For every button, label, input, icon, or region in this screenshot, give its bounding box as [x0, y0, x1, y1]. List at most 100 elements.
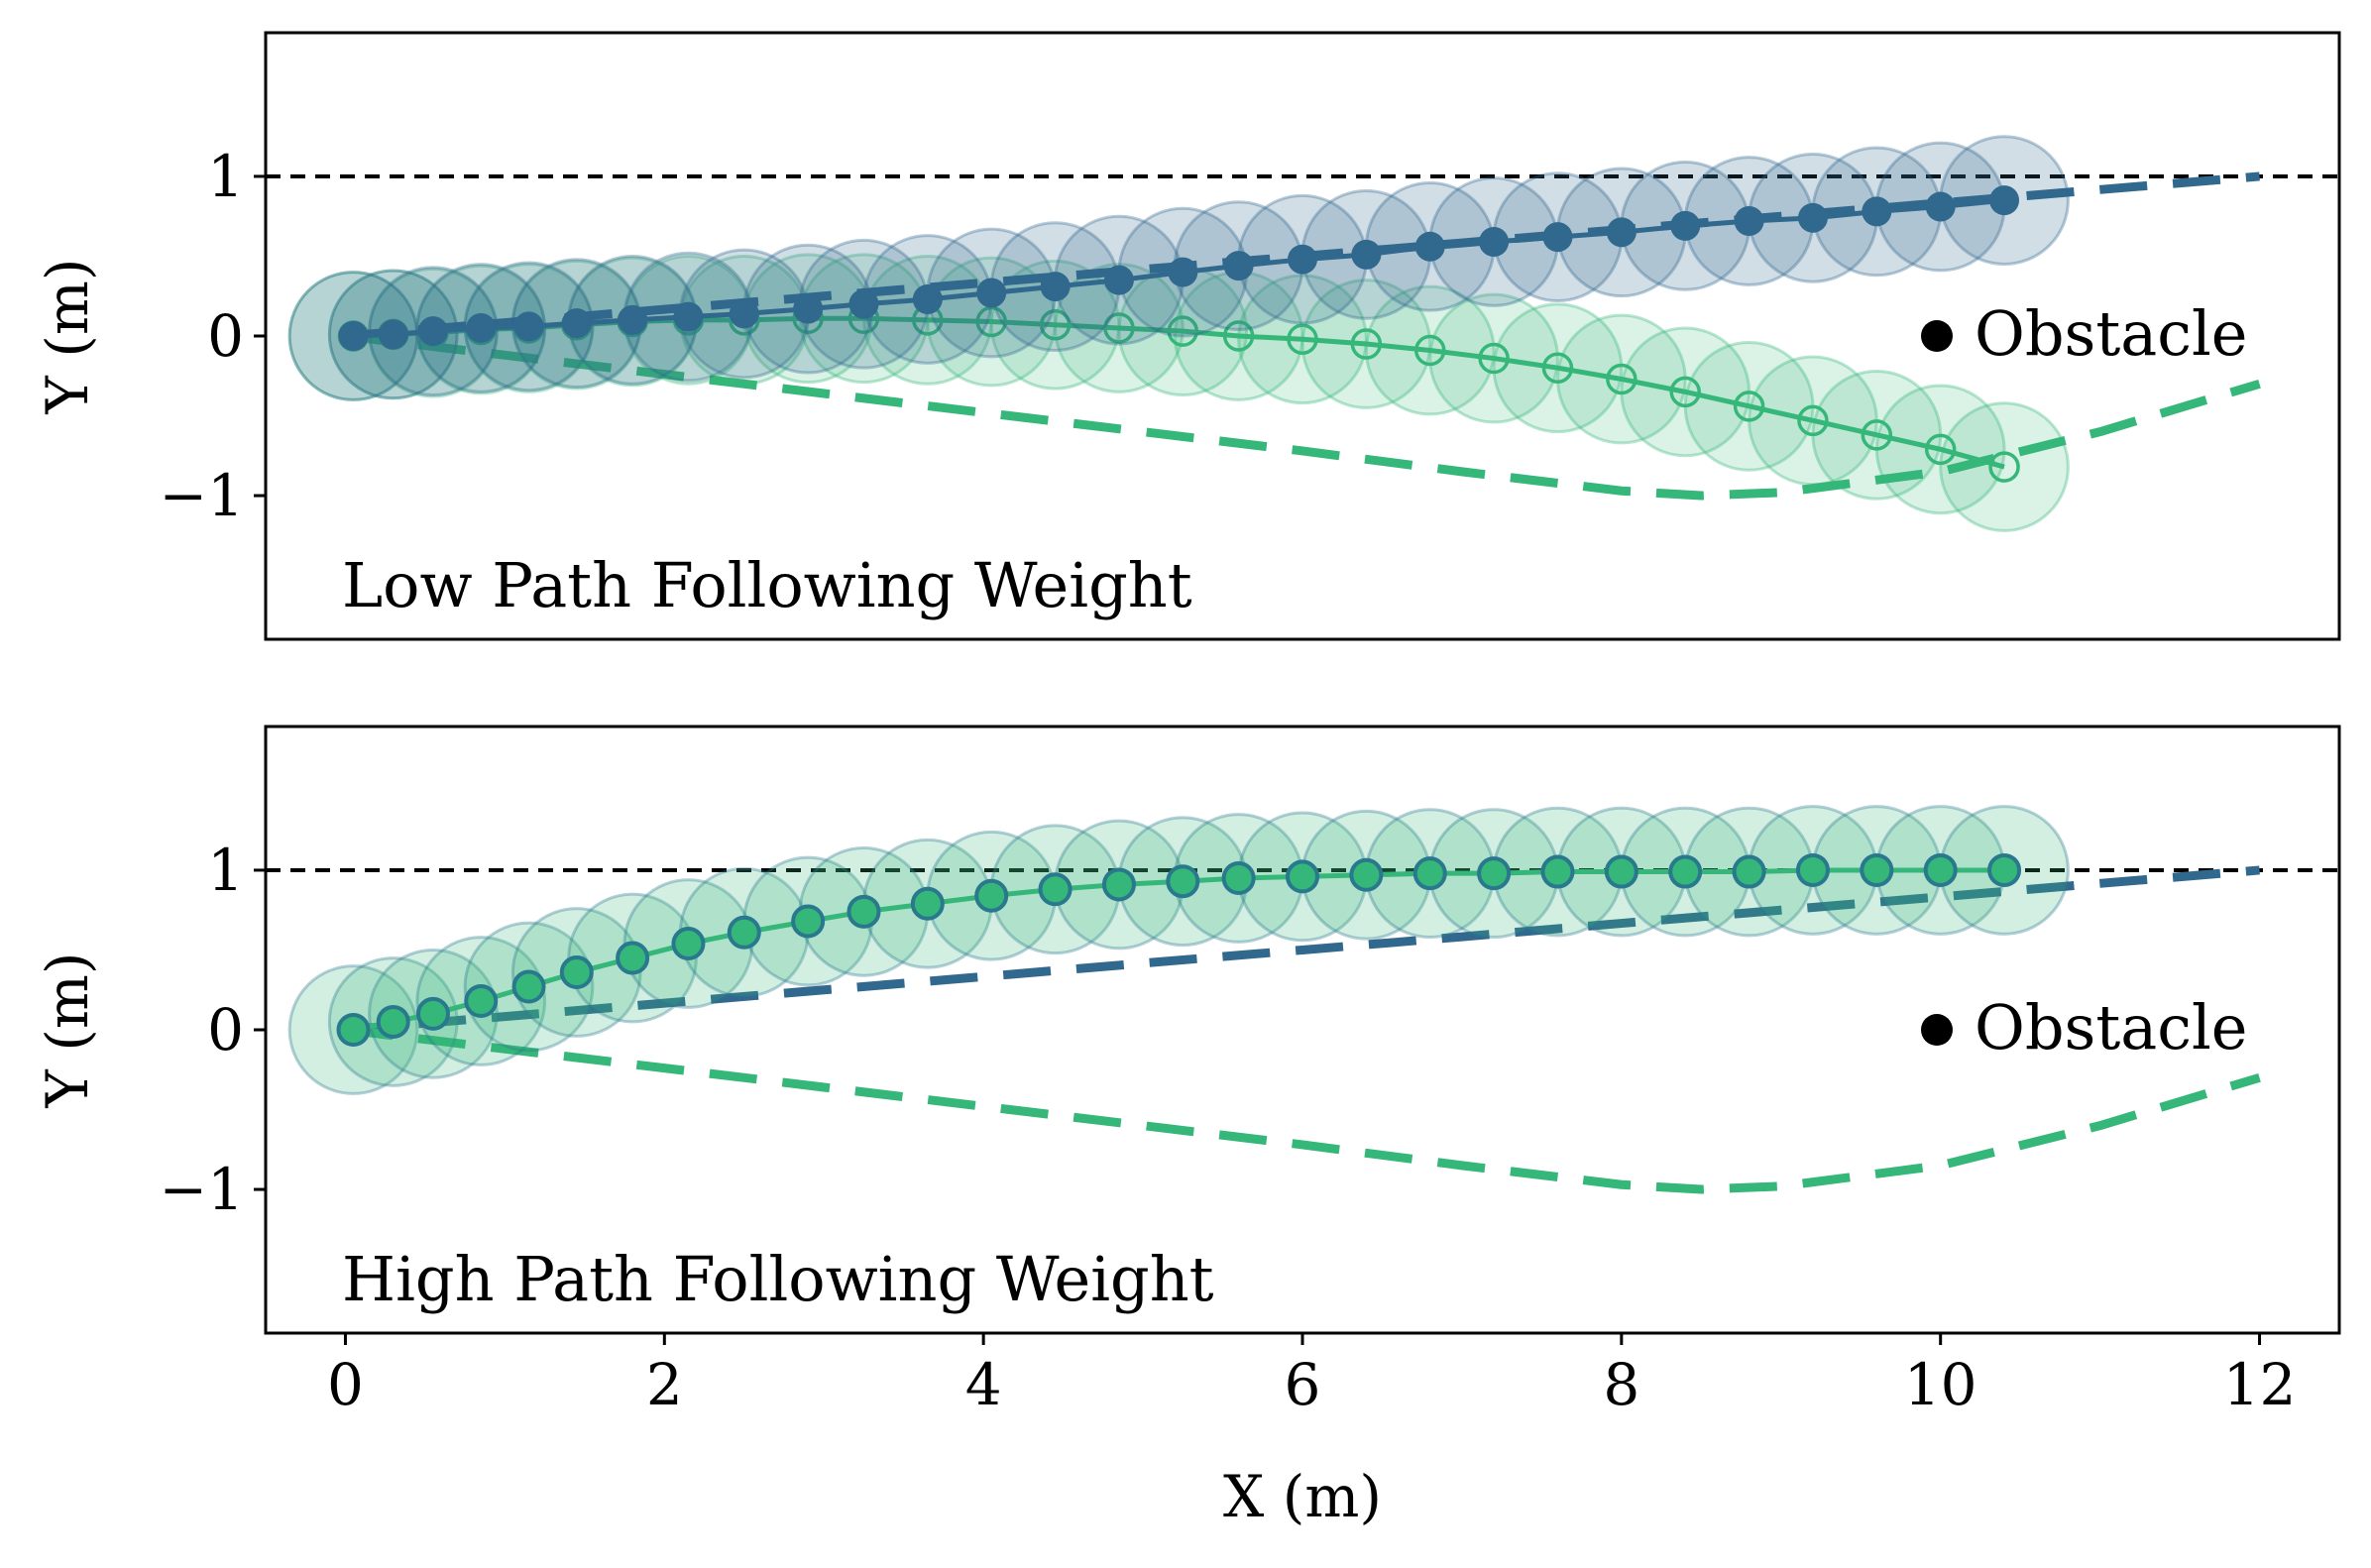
trajectory-point	[1669, 376, 1701, 408]
trajectory-point	[466, 312, 497, 343]
y-axis-label: Y (m)	[34, 952, 101, 1109]
trajectory-point	[616, 941, 650, 975]
trajectory-point	[1288, 244, 1317, 275]
trajectory-point	[559, 955, 594, 990]
trajectory-point	[673, 301, 704, 332]
trajectory-point	[376, 1004, 410, 1039]
trajectory-point	[729, 298, 759, 329]
trajectory-point	[848, 288, 879, 319]
trajectory-point	[1287, 323, 1318, 355]
trajectory-point	[1604, 854, 1638, 889]
trajectory-point	[1479, 226, 1510, 257]
trajectory-point	[1860, 852, 1894, 887]
trajectory-point	[1412, 856, 1447, 891]
trajectory-point	[1668, 854, 1703, 889]
trajectory-point	[1223, 251, 1254, 281]
panel-label: Low Path Following Weight	[342, 549, 1192, 621]
trajectory-point	[1103, 312, 1135, 344]
trajectory-point	[1350, 328, 1383, 360]
y-tick-label: 0	[207, 996, 244, 1064]
trajectory-point	[1040, 272, 1071, 302]
obstacle-marker	[1921, 320, 1953, 352]
trajectory-point	[618, 304, 648, 335]
trajectory-point	[1988, 451, 2020, 483]
trajectory-point	[1413, 334, 1446, 367]
trajectory-point	[338, 321, 369, 351]
y-tick-label: −1	[160, 1156, 245, 1223]
trajectory-point	[1541, 352, 1574, 384]
trajectory-point	[1222, 320, 1255, 352]
series-green-reference-path	[344, 331, 2261, 501]
trajectory-point	[974, 878, 1009, 913]
x-tick-label: 10	[1904, 1351, 1977, 1418]
trajectory-point	[1606, 217, 1637, 248]
obstacle-marker	[1921, 1014, 1953, 1046]
y-tick-label: 1	[207, 837, 244, 904]
trajectory-point	[1349, 857, 1384, 892]
trajectory-point	[1477, 856, 1512, 891]
trajectory-point	[727, 915, 761, 950]
plot-area	[266, 33, 2339, 639]
obstacle-label: Obstacle	[1975, 297, 2247, 370]
trajectory-point	[1733, 391, 1765, 422]
trajectory-point	[1168, 257, 1198, 287]
obstacle-label: Obstacle	[1975, 991, 2247, 1064]
trajectory-point	[1670, 210, 1701, 241]
trajectory-point	[847, 894, 881, 929]
trajectory-point	[1540, 854, 1575, 889]
trajectory-point	[1286, 859, 1319, 894]
trajectory-point	[1795, 852, 1830, 887]
trajectory-point	[1862, 196, 1892, 227]
trajectory-point	[1924, 433, 1957, 466]
trajectory-point	[1542, 222, 1573, 253]
trajectory-point	[912, 283, 943, 314]
trajectory-point	[1039, 308, 1072, 341]
trajectory-point	[378, 319, 408, 350]
trajectory-point	[1221, 861, 1256, 895]
panel-label: High Path Following Weight	[342, 1243, 1214, 1315]
trajectory-point	[1732, 854, 1766, 889]
trajectory-point	[1797, 404, 1829, 437]
trajectory-point	[1923, 852, 1958, 887]
plot-area	[266, 727, 2339, 1333]
trajectory-point	[417, 316, 448, 347]
panel-high-weight: 10−10 2 4 6 8 10 12 Y (m) High Path Following …	[34, 725, 2341, 1530]
trajectory-point	[1103, 265, 1134, 295]
trajectory-point	[511, 969, 546, 1004]
x-tick-label: 0	[327, 1351, 364, 1418]
trajectory-point	[1797, 202, 1828, 233]
series-blue-reference-path	[345, 865, 2260, 1035]
x-axis-label: X (m)	[1223, 1463, 1382, 1530]
trajectory-point	[1861, 419, 1893, 451]
trajectory-point	[976, 278, 1007, 308]
x-tick-label: 8	[1603, 1351, 1639, 1418]
trajectory-point	[910, 886, 945, 921]
x-tick-label: 2	[646, 1351, 683, 1418]
trajectory-point	[513, 311, 544, 342]
trajectory-point	[1925, 191, 1956, 222]
trajectory-point	[671, 927, 706, 961]
panel-low-weight: 1 0 −1 Y (m) Low Path Following Weight Obs…	[34, 31, 2341, 641]
trajectory-point	[791, 904, 826, 939]
trajectory-point	[561, 308, 592, 339]
y-tick-label: 0	[207, 302, 244, 370]
trajectory-point	[1414, 231, 1445, 262]
trajectory-point	[1989, 185, 2020, 216]
x-tick-label: 6	[1285, 1351, 1321, 1418]
y-tick-label: −1	[160, 462, 245, 529]
trajectory-point	[1478, 342, 1510, 375]
trajectory-point	[1987, 852, 2022, 887]
trajectory-point	[1167, 315, 1199, 347]
trajectory-point	[1101, 867, 1136, 902]
y-axis-label: Y (m)	[34, 259, 101, 415]
trajectory-point	[1606, 363, 1637, 395]
trajectory-point	[1351, 239, 1382, 270]
series-green-reference-path	[344, 1025, 2261, 1194]
y-tick-label: 1	[207, 143, 244, 210]
x-tick-label: 12	[2223, 1351, 2297, 1418]
x-tick-label: 4	[965, 1351, 1002, 1418]
trajectory-point	[793, 293, 824, 324]
trajectory-point	[1166, 864, 1200, 899]
trajectory-point	[1038, 872, 1073, 907]
